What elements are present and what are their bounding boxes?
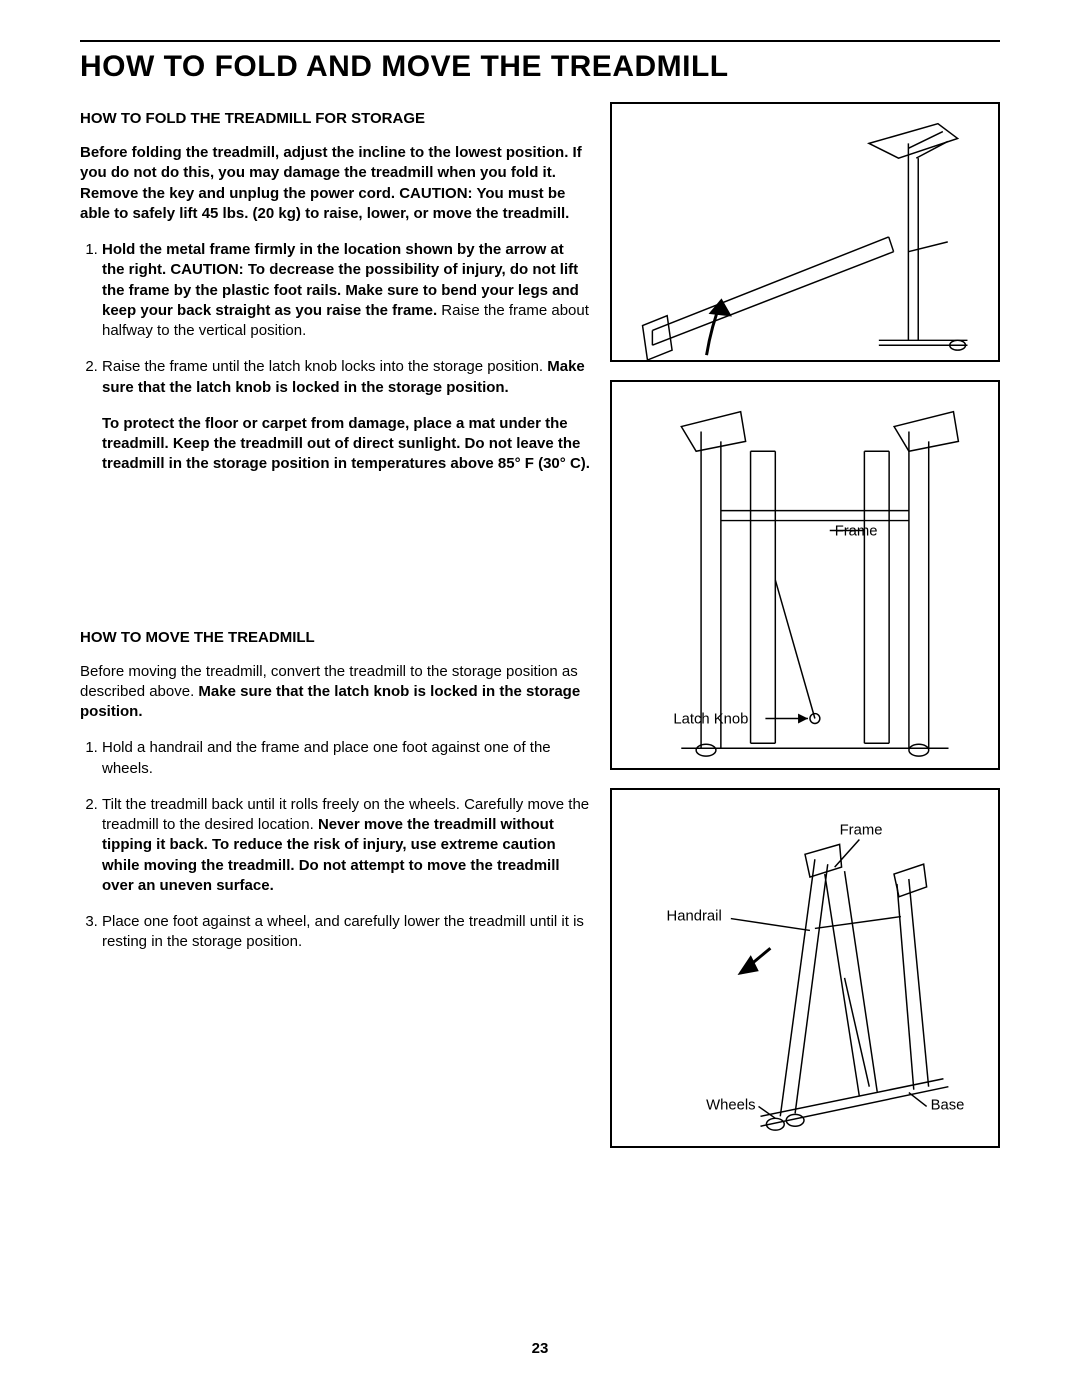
- move-step-3: Place one foot against a wheel, and care…: [102, 912, 590, 953]
- move-step-2: Tilt the treadmill back until it rolls f…: [102, 795, 590, 896]
- fig3-frame-label: Frame: [840, 823, 883, 839]
- treadmill-partial-fold-icon: [612, 104, 998, 360]
- fold-step-1: Hold the metal frame firmly in the locat…: [102, 240, 590, 341]
- move-section-heading: HOW TO MOVE THE TREADMILL: [80, 629, 590, 646]
- document-page: HOW TO FOLD AND MOVE THE TREADMILL HOW T…: [0, 0, 1080, 1397]
- two-column-layout: HOW TO FOLD THE TREADMILL FOR STORAGE Be…: [80, 102, 1000, 1166]
- figure-2: Frame Latch Knob: [610, 380, 1000, 770]
- move-step-1: Hold a handrail and the frame and place …: [102, 738, 590, 779]
- fig2-frame-label: Frame: [835, 523, 878, 539]
- fold-step-2-para2: To protect the floor or carpet from dama…: [102, 414, 590, 475]
- treadmill-folded-icon: Frame Latch Knob: [612, 382, 998, 768]
- figure-3: Frame Handrail Wheels Base: [610, 788, 1000, 1148]
- fig3-base-label: Base: [931, 1097, 965, 1113]
- move-intro-paragraph: Before moving the treadmill, convert the…: [80, 662, 590, 723]
- fold-intro-paragraph: Before folding the treadmill, adjust the…: [80, 143, 590, 224]
- fold-step-2-pre: Raise the frame until the latch knob loc…: [102, 358, 547, 375]
- fold-steps-list: Hold the metal frame firmly in the locat…: [80, 240, 590, 475]
- fig2-latchknob-label: Latch Knob: [673, 711, 748, 727]
- page-number: 23: [0, 1340, 1080, 1357]
- right-column: Frame Latch Knob: [610, 102, 1000, 1166]
- treadmill-moving-icon: Frame Handrail Wheels Base: [612, 790, 998, 1146]
- page-title: HOW TO FOLD AND MOVE THE TREADMILL: [80, 50, 1000, 84]
- fig3-handrail-label: Handrail: [667, 909, 722, 925]
- figure-1: [610, 102, 1000, 362]
- top-rule: [80, 40, 1000, 42]
- fold-section-heading: HOW TO FOLD THE TREADMILL FOR STORAGE: [80, 110, 590, 127]
- fold-step-2: Raise the frame until the latch knob loc…: [102, 357, 590, 474]
- left-column: HOW TO FOLD THE TREADMILL FOR STORAGE Be…: [80, 102, 590, 1166]
- fig3-wheels-label: Wheels: [706, 1097, 755, 1113]
- spacer: [80, 491, 590, 621]
- move-steps-list: Hold a handrail and the frame and place …: [80, 738, 590, 952]
